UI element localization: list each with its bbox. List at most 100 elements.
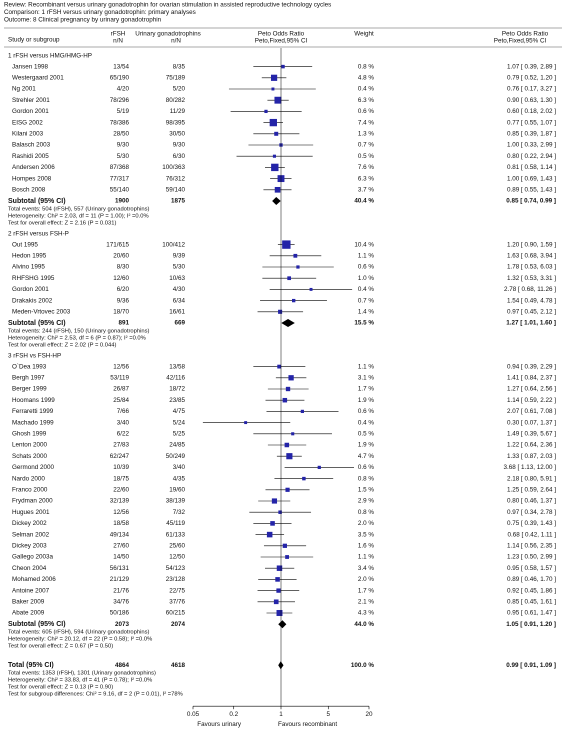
effect-estimate: 3.68 [ 1.13, 12.00 ] <box>503 464 556 471</box>
study-name: Rashidi 2005 <box>12 153 49 160</box>
effect-square <box>285 386 291 392</box>
weight: 40.4 % <box>354 198 374 205</box>
rfsh-count: 25/84 <box>113 397 129 404</box>
pooled-diamond <box>281 319 295 327</box>
study-name: Jansen 1998 <box>12 63 49 70</box>
effect-square <box>270 521 275 526</box>
effect-estimate: 0.68 [ 0.42, 1.11 ] <box>507 531 556 538</box>
urinary-count: 1875 <box>171 198 186 205</box>
weight: 0.8 % <box>358 475 375 482</box>
study-name: Strehler 2001 <box>12 97 50 104</box>
rfsh-count: 56/131 <box>110 565 130 572</box>
urinary-count: 100/363 <box>162 164 185 171</box>
urinary-count: 5/30 <box>173 264 186 271</box>
effect-square <box>302 476 306 481</box>
column-header: Urinary gonadotrophins <box>135 31 200 38</box>
rfsh-count: 20/60 <box>113 252 129 259</box>
study-name: Franco 2000 <box>12 486 48 493</box>
weight: 1.9 % <box>358 442 375 449</box>
study-name: Ng 2001 <box>12 86 36 93</box>
effect-estimate: 0.79 [ 0.52, 1.20 ] <box>507 74 556 81</box>
rfsh-count: 55/140 <box>110 186 130 193</box>
urinary-count: 61/133 <box>166 531 186 538</box>
weight: 0.8 % <box>358 509 375 516</box>
study-name: Cheon 2004 <box>12 565 47 572</box>
effect-square <box>293 253 298 258</box>
study-name: Drakakis 2002 <box>12 297 53 304</box>
column-header: Peto Odds Ratio <box>258 31 305 38</box>
rfsh-count: 12/56 <box>113 363 129 370</box>
urinary-count: 80/282 <box>166 97 186 104</box>
weight: 1.3 % <box>358 130 375 137</box>
subtotal-note: Total events: 504 (rFSH), 557 (Urinary g… <box>8 207 150 213</box>
effect-square <box>285 487 290 492</box>
effect-square <box>274 131 279 136</box>
weight: 1.1 % <box>358 252 375 259</box>
rfsh-count: 22/60 <box>113 486 129 493</box>
effect-estimate: 1.27 [ 1.01, 1.60 ] <box>506 320 556 327</box>
effect-square <box>317 465 321 470</box>
subtotal-note: Heterogeneity: Chi² = 20.12, df = 22 (P … <box>8 637 152 643</box>
effect-square <box>270 74 278 81</box>
study-name: Germond 2000 <box>12 464 55 471</box>
rfsh-count: 9/30 <box>117 142 130 149</box>
effect-estimate: 1.27 [ 0.64, 2.56 ] <box>507 386 556 393</box>
rfsh-count: 7/66 <box>117 408 130 415</box>
weight: 1.1 % <box>358 554 375 561</box>
urinary-count: 98/395 <box>166 119 186 126</box>
urinary-count: 12/50 <box>169 554 185 561</box>
effect-square <box>271 498 278 504</box>
rfsh-count: 18/58 <box>113 520 129 527</box>
weight: 3.1 % <box>358 374 375 381</box>
pooled-diamond <box>278 620 287 629</box>
effect-estimate: 0.95 [ 0.58, 1.57 ] <box>507 565 556 572</box>
effect-square <box>276 610 283 616</box>
weight: 0.4 % <box>358 286 375 293</box>
weight: 2.0 % <box>358 576 375 583</box>
weight: 0.5 % <box>358 153 375 160</box>
effect-estimate: 0.95 [ 0.61, 1.47 ] <box>507 610 556 617</box>
urinary-count: 3/40 <box>173 464 186 471</box>
effect-square <box>244 421 248 425</box>
rfsh-count: 1900 <box>115 198 130 205</box>
urinary-count: 4618 <box>171 662 186 669</box>
rfsh-count: 34/76 <box>113 598 129 605</box>
column-header: rFSH <box>111 31 126 38</box>
urinary-count: 11/29 <box>170 108 186 115</box>
effect-square <box>282 240 291 249</box>
column-header: Peto,Fixed,95% CI <box>494 38 547 45</box>
effect-estimate: 2.18 [ 0.80, 5.91 ] <box>507 475 556 482</box>
column-header: n/N <box>113 38 123 45</box>
rfsh-count: 50/186 <box>110 610 130 617</box>
weight: 2.9 % <box>358 498 375 505</box>
urinary-count: 45/119 <box>166 520 185 527</box>
subtotal-note: Test for overall effect: Z = 0.67 (P = 0… <box>8 644 113 650</box>
weight: 44.0 % <box>354 621 374 628</box>
rfsh-count: 13/54 <box>113 63 129 70</box>
urinary-count: 19/60 <box>169 486 185 493</box>
effect-square <box>282 543 287 548</box>
effect-square <box>273 599 279 605</box>
subtotal-label: Subtotal (95% CI) <box>8 621 66 628</box>
urinary-count: 669 <box>174 320 185 327</box>
rfsh-count: 9/36 <box>117 297 130 304</box>
study-name: Mohamed 2006 <box>12 576 56 583</box>
effect-square <box>271 87 275 91</box>
effect-estimate: 0.92 [ 0.45, 1.86 ] <box>507 587 556 594</box>
effect-estimate: 0.85 [ 0.39, 1.87 ] <box>507 130 556 137</box>
effect-estimate: 0.80 [ 0.46, 1.37 ] <box>507 498 556 505</box>
urinary-count: 22/75 <box>169 587 185 594</box>
effect-square <box>269 118 277 127</box>
rfsh-count: 77/317 <box>110 175 130 182</box>
outcome: Outcome: 8 Clinical pregnancy by urinary… <box>4 17 162 24</box>
effect-estimate: 0.94 [ 0.39, 2.29 ] <box>507 363 556 370</box>
weight: 100.0 % <box>351 662 375 669</box>
effect-square <box>300 409 304 414</box>
urinary-count: 8/35 <box>173 63 186 70</box>
rfsh-count: 27/83 <box>113 442 129 449</box>
effect-estimate: 1.20 [ 0.90, 1.59 ] <box>507 241 556 248</box>
rfsh-count: 5/19 <box>117 108 130 115</box>
weight: 0.5 % <box>358 430 375 437</box>
